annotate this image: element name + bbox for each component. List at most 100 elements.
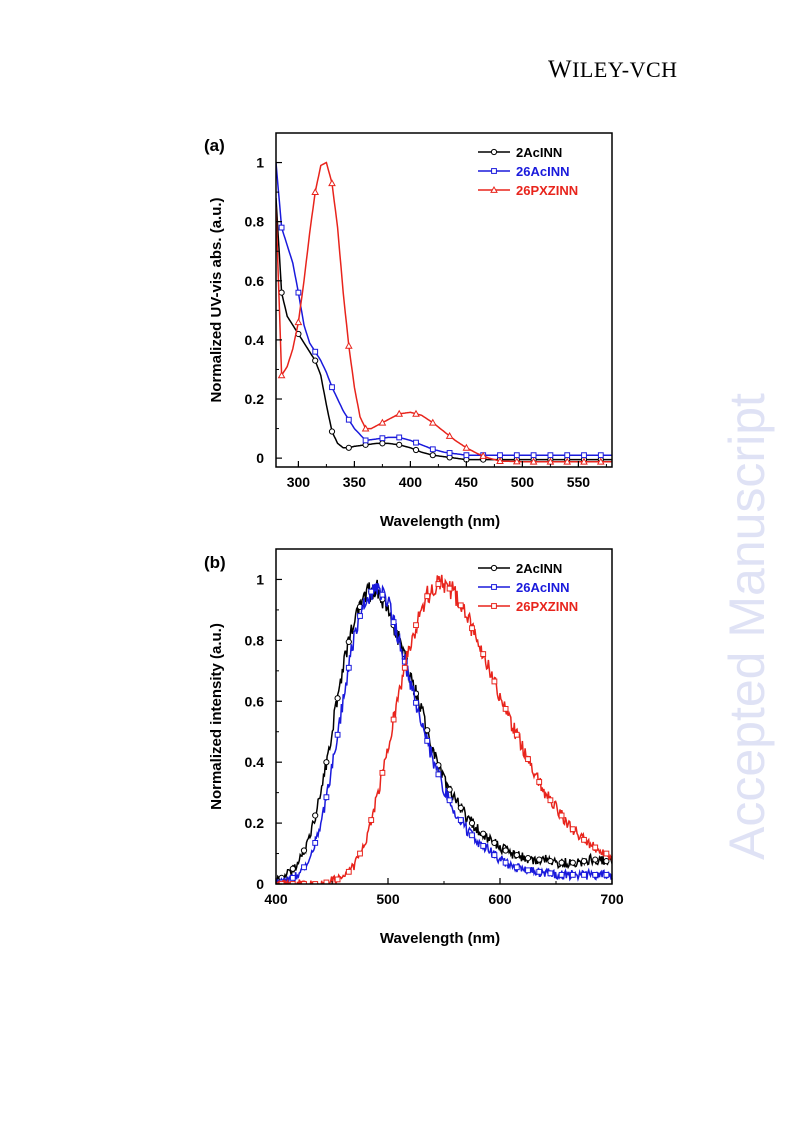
data-point-2AcINN [424, 727, 431, 734]
y-tick-label: 0.6 [245, 273, 265, 289]
data-point-26AcINN [435, 771, 442, 778]
series-group-a [276, 161, 612, 465]
data-point-26AcINN [390, 619, 397, 625]
data-point-26PXZINN [446, 585, 453, 592]
data-point-26AcINN [457, 817, 464, 823]
data-point-2AcINN [412, 446, 420, 454]
data-point-26PXZINN [334, 876, 341, 883]
data-point-2AcINN [536, 856, 543, 863]
y-tick-label: 1 [256, 155, 264, 171]
legend-marker-2AcINN [490, 564, 498, 572]
x-tick-label: 700 [600, 891, 624, 907]
data-point-26PXZINN [547, 797, 554, 804]
y-tick-label: 0 [256, 876, 264, 892]
data-point-26AcINN [502, 859, 509, 866]
x-tick-label: 500 [511, 474, 535, 490]
data-point-26PXZINN [479, 451, 488, 459]
data-point-26PXZINN [502, 705, 509, 712]
legend-label-26PXZINN: 26PXZINN [516, 599, 578, 614]
data-point-2AcINN [558, 859, 565, 866]
data-point-26PXZINN [529, 457, 538, 465]
x-tick-label: 600 [488, 891, 512, 907]
chart-b: 400 500 600 700 0 0.2 0.4 0.6 0.8 1 Wavelength (nm… [208, 548, 624, 947]
panel-b-label: (b) [204, 553, 226, 572]
data-point-26PXZINN [580, 457, 588, 465]
data-point-2AcINN [312, 357, 319, 364]
data-point-26PXZINN [424, 593, 431, 600]
data-point-26AcINN [463, 452, 470, 459]
data-point-2AcINN [396, 441, 403, 448]
data-point-2AcINN [603, 858, 610, 865]
y-tick-label: 0.2 [245, 815, 265, 831]
data-point-26AcINN [424, 737, 431, 744]
legend-label-26AcINN: 26AcINN [516, 580, 569, 595]
data-point-2AcINN [429, 452, 436, 459]
data-point-26PXZINN [311, 188, 320, 196]
data-point-2AcINN [569, 859, 576, 866]
data-point-26PXZINN [412, 409, 420, 417]
data-point-26PXZINN [581, 836, 587, 843]
data-point-2AcINN [491, 839, 498, 846]
data-point-2AcINN [312, 812, 319, 819]
data-point-26PXZINN [480, 651, 487, 657]
data-point-2AcINN [524, 855, 532, 862]
data-point-26PXZINN [513, 731, 520, 738]
data-point-26AcINN [368, 588, 375, 595]
data-point-26AcINN [581, 871, 587, 878]
data-point-26AcINN [312, 839, 319, 846]
x-tick-label: 400 [399, 474, 423, 490]
data-point-26AcINN [379, 435, 386, 442]
legend-marker-2AcINN [490, 148, 498, 156]
data-point-2AcINN [300, 847, 308, 854]
data-point-26PXZINN [457, 602, 464, 609]
data-point-2AcINN [547, 858, 554, 865]
legend-marker-26AcINN [491, 168, 497, 174]
data-point-26AcINN [525, 867, 531, 874]
data-point-26AcINN [569, 871, 576, 878]
x-tick-label: 400 [264, 891, 288, 907]
y-axis-title: Normalized UV-vis abs. (a.u.) [208, 197, 225, 402]
data-point-26AcINN [413, 439, 419, 446]
data-point-26AcINN [491, 852, 498, 858]
data-point-26PXZINN [445, 431, 454, 439]
data-point-26AcINN [513, 452, 520, 459]
y-tick-label: 0.6 [245, 693, 265, 709]
data-point-26AcINN [301, 864, 307, 871]
y-tick-label: 0.2 [245, 391, 265, 407]
data-point-26PXZINN [368, 817, 375, 823]
data-point-2AcINN [580, 858, 588, 865]
x-tick-label: 350 [343, 474, 367, 490]
series-group-b [276, 574, 612, 884]
data-point-26PXZINN [328, 179, 336, 187]
data-point-26AcINN [401, 658, 408, 665]
data-point-2AcINN [289, 865, 296, 872]
data-point-26AcINN [558, 871, 565, 878]
data-point-26AcINN [497, 452, 503, 459]
publisher-logo: WILEY-VCH [548, 56, 678, 83]
data-point-26PXZINN [345, 868, 352, 875]
data-point-26PXZINN [361, 424, 370, 432]
data-point-26AcINN [564, 452, 571, 459]
data-point-26PXZINN [378, 418, 387, 426]
data-point-26PXZINN [357, 850, 363, 857]
data-point-26AcINN [357, 613, 363, 619]
data-point-26PXZINN [569, 826, 576, 833]
data-point-26AcINN [289, 875, 296, 881]
series-line-26AcINN [276, 583, 612, 884]
data-point-2AcINN [513, 851, 520, 859]
legend-label-26PXZINN: 26PXZINN [516, 183, 578, 198]
data-point-26AcINN [362, 437, 369, 444]
data-point-26PXZINN [491, 678, 498, 685]
data-point-2AcINN [457, 804, 464, 811]
data-point-26AcINN [446, 450, 453, 456]
data-point-26AcINN [513, 864, 520, 871]
data-point-2AcINN [278, 289, 285, 296]
data-point-26AcINN [597, 452, 604, 459]
data-point-26AcINN [592, 871, 599, 878]
data-point-26PXZINN [469, 625, 475, 632]
data-point-2AcINN [345, 444, 352, 451]
data-point-26PXZINN [435, 581, 442, 587]
data-point-26AcINN [334, 731, 341, 738]
data-point-26PXZINN [428, 418, 437, 426]
